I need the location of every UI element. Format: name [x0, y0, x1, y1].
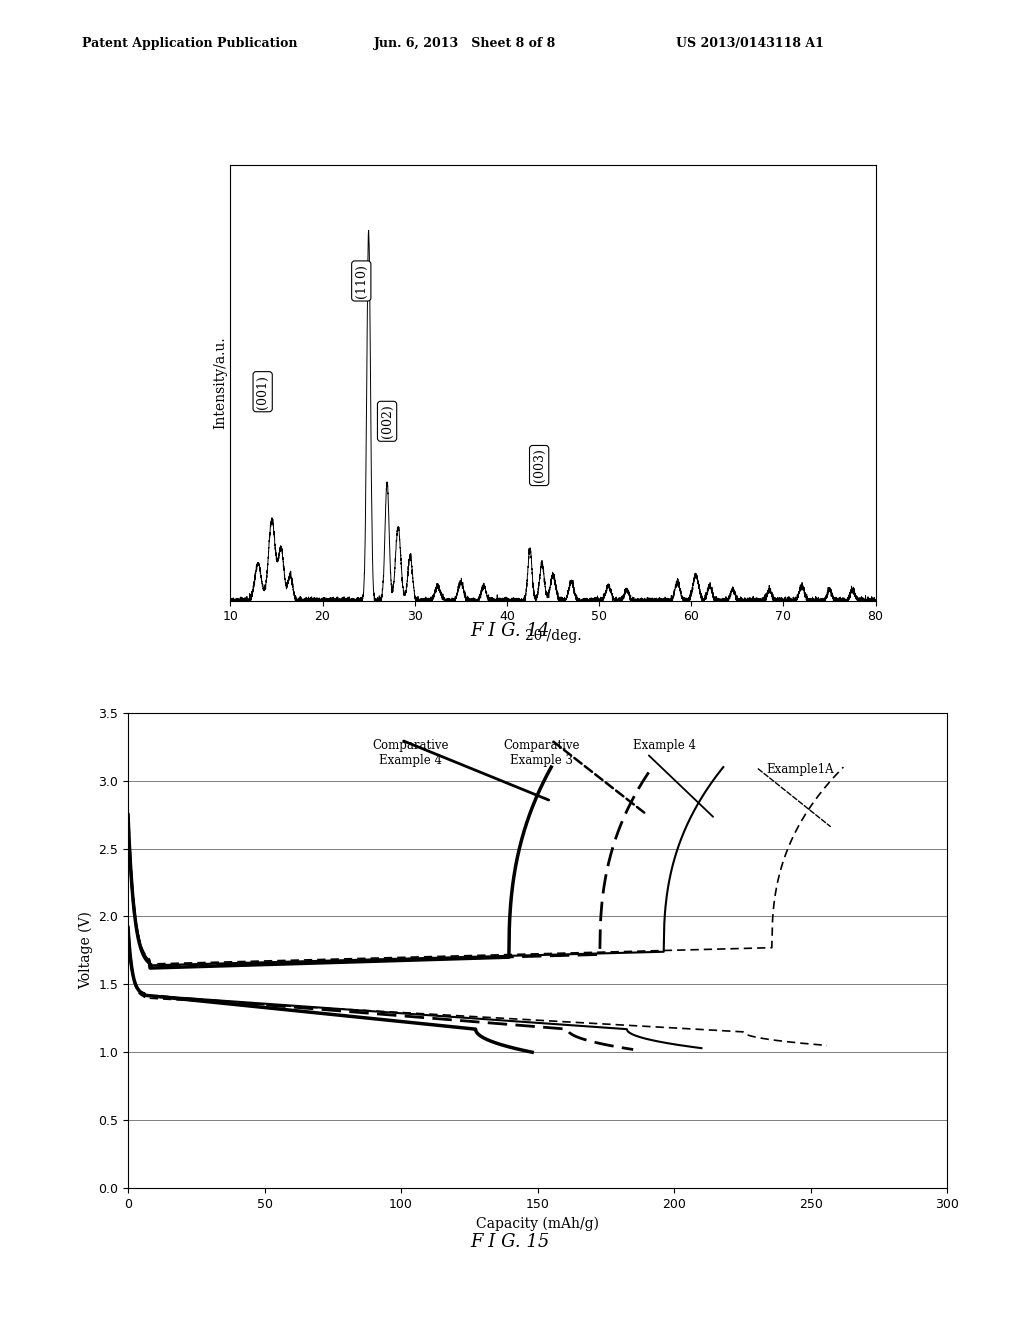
Text: Comparative
Example 4: Comparative Example 4	[373, 739, 449, 767]
Text: F I G. 15: F I G. 15	[470, 1233, 550, 1251]
Text: (003): (003)	[532, 449, 546, 483]
Text: F I G. 14: F I G. 14	[470, 622, 550, 640]
Text: Example 4: Example 4	[633, 739, 696, 752]
Y-axis label: Voltage (V): Voltage (V)	[78, 912, 93, 989]
Text: US 2013/0143118 A1: US 2013/0143118 A1	[676, 37, 823, 50]
Text: Patent Application Publication: Patent Application Publication	[82, 37, 297, 50]
Text: (001): (001)	[256, 375, 269, 409]
Y-axis label: Intensity/a.u.: Intensity/a.u.	[214, 337, 227, 429]
Text: (110): (110)	[354, 264, 368, 298]
Text: Example1A: Example1A	[766, 763, 834, 776]
Text: (002): (002)	[381, 404, 393, 438]
Text: Comparative
Example 3: Comparative Example 3	[504, 739, 580, 767]
Text: Jun. 6, 2013   Sheet 8 of 8: Jun. 6, 2013 Sheet 8 of 8	[374, 37, 556, 50]
X-axis label: Capacity (mAh/g): Capacity (mAh/g)	[476, 1216, 599, 1230]
X-axis label: 2θ /deg.: 2θ /deg.	[524, 628, 582, 643]
